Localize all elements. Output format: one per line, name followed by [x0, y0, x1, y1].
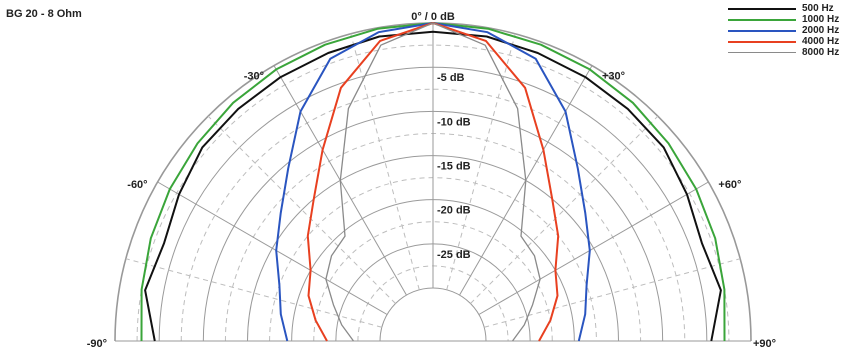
- grid-spoke: [484, 258, 741, 328]
- legend-entry: 8000 Hz: [728, 47, 839, 58]
- radial-tick-label: 0° / 0 dB: [411, 11, 455, 23]
- legend-swatch: [728, 29, 796, 32]
- legend-entry: 2000 Hz: [728, 25, 839, 36]
- legend: 500 Hz 1000 Hz 2000 Hz 4000 Hz 8000 Hz: [728, 3, 839, 58]
- grid-spoke: [207, 115, 396, 304]
- series-curve-8000-hz: [325, 22, 541, 342]
- radial-tick-label: -5 dB: [437, 72, 465, 84]
- grid-ring: [313, 221, 553, 342]
- legend-label: 2000 Hz: [802, 25, 840, 36]
- polar-grid: [114, 22, 752, 342]
- grid-spoke: [157, 181, 388, 315]
- grid-spoke: [470, 115, 659, 304]
- radial-tick-label: -20 dB: [437, 205, 471, 217]
- series-curves: [140, 22, 726, 342]
- grid-ring: [136, 44, 730, 342]
- legend-swatch: [728, 7, 796, 10]
- legend-label: 1000 Hz: [802, 14, 840, 25]
- legend-swatch: [728, 18, 796, 21]
- angle-tick-label: +90°: [753, 338, 776, 349]
- angle-tick-label: -60°: [127, 179, 147, 191]
- legend-swatch: [728, 52, 796, 53]
- angle-tick-label: -30°: [244, 71, 264, 83]
- grid-spoke: [446, 33, 516, 290]
- angle-tick-label: -90°: [87, 338, 107, 349]
- grid-spoke: [125, 258, 382, 328]
- grid-ring: [379, 287, 487, 342]
- angle-tick-label: +30°: [602, 71, 625, 83]
- angle-tick-label: +60°: [718, 179, 741, 191]
- radial-tick-label: -10 dB: [437, 116, 471, 128]
- legend-entry: 4000 Hz: [728, 36, 839, 47]
- radial-tick-label: -25 dB: [437, 249, 471, 261]
- legend-label: 8000 Hz: [802, 47, 840, 58]
- grid-spoke: [350, 33, 420, 290]
- radial-tick-label: -15 dB: [437, 161, 471, 173]
- legend-label: 4000 Hz: [802, 36, 840, 47]
- grid-spoke: [478, 181, 709, 315]
- series-curve-500-hz: [144, 30, 722, 342]
- grid-ring: [180, 88, 686, 342]
- legend-swatch: [728, 40, 796, 43]
- legend-label: 500 Hz: [802, 3, 834, 14]
- chart-title: BG 20 - 8 Ohm: [6, 8, 82, 20]
- legend-entry: 1000 Hz: [728, 14, 839, 25]
- legend-entry: 500 Hz: [728, 3, 839, 14]
- axis-labels: 0° / 0 dB -5 dB -10 dB -15 dB -20 dB -25 dB -9…: [87, 11, 776, 349]
